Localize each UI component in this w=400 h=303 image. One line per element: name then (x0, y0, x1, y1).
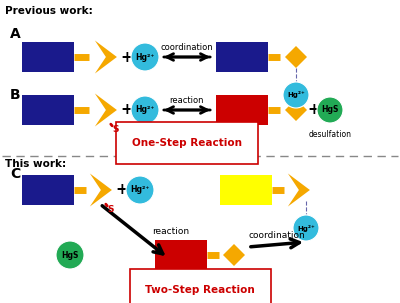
Text: desulfation: desulfation (308, 130, 352, 139)
Text: A: A (10, 27, 21, 41)
Bar (22, 175, 74, 205)
Text: C: C (10, 167, 20, 181)
Bar (22, 95, 74, 125)
Text: Previous work:: Previous work: (5, 6, 93, 16)
Circle shape (317, 97, 343, 123)
Circle shape (56, 241, 84, 269)
Text: Hg²⁺: Hg²⁺ (297, 225, 315, 231)
Text: +: + (121, 102, 133, 118)
Text: B: B (10, 88, 21, 102)
Polygon shape (90, 174, 112, 207)
Polygon shape (288, 174, 310, 207)
Circle shape (283, 82, 309, 108)
Text: Hg²⁺: Hg²⁺ (130, 185, 150, 195)
Text: S: S (108, 205, 114, 215)
Bar (216, 95, 268, 125)
Circle shape (293, 215, 319, 241)
Text: coordination: coordination (249, 231, 305, 241)
Bar (155, 240, 207, 270)
Polygon shape (285, 46, 307, 68)
Polygon shape (223, 244, 245, 266)
Text: Hg²⁺: Hg²⁺ (287, 92, 305, 98)
Text: HgS: HgS (321, 105, 339, 115)
Polygon shape (95, 94, 117, 126)
Text: reaction: reaction (152, 227, 189, 235)
Circle shape (126, 176, 154, 204)
Text: +: + (308, 102, 320, 118)
Text: +: + (116, 182, 128, 198)
Text: Hg²⁺: Hg²⁺ (135, 52, 155, 62)
Text: HgS: HgS (61, 251, 79, 259)
Bar (220, 175, 272, 205)
Text: coordination: coordination (161, 43, 213, 52)
Polygon shape (95, 41, 117, 74)
Text: One-Step Reaction: One-Step Reaction (132, 138, 242, 148)
Text: S: S (113, 125, 119, 135)
Text: This work:: This work: (5, 159, 66, 169)
Bar (22, 42, 74, 72)
Bar (216, 42, 268, 72)
Text: +: + (121, 49, 133, 65)
Circle shape (131, 43, 159, 71)
Text: reaction: reaction (170, 96, 204, 105)
Text: Hg²⁺: Hg²⁺ (135, 105, 155, 115)
Circle shape (131, 96, 159, 124)
Polygon shape (285, 99, 307, 121)
Text: Two-Step Reaction: Two-Step Reaction (145, 285, 255, 295)
